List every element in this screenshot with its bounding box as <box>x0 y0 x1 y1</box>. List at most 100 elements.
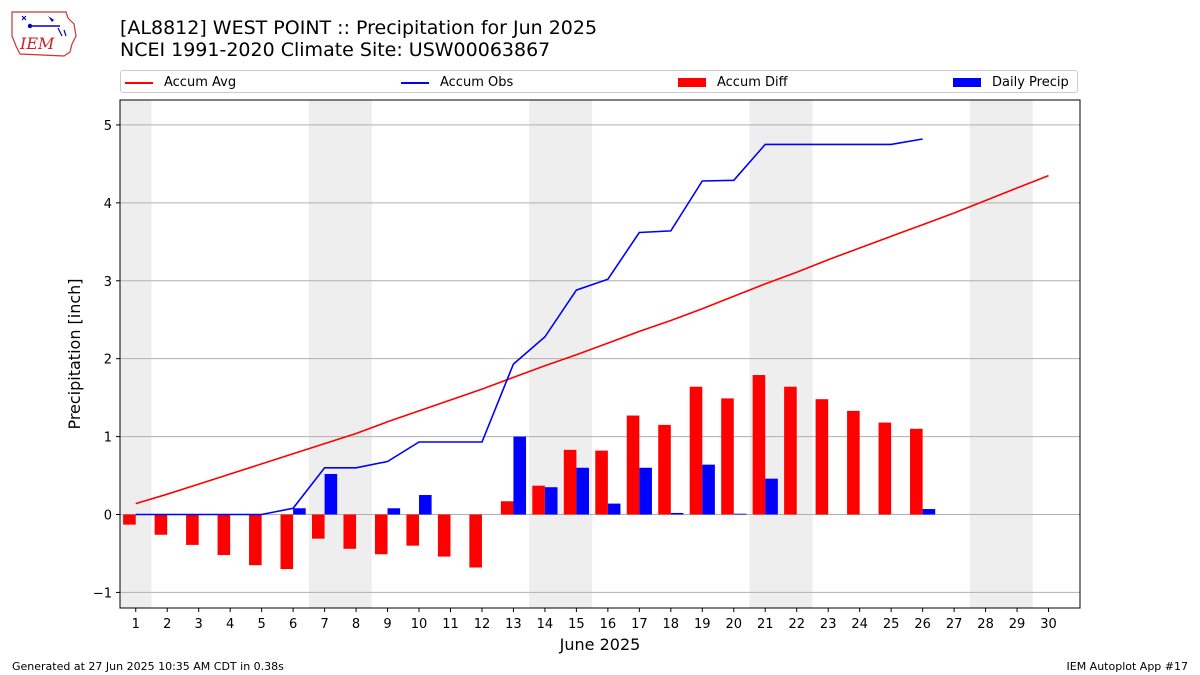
accum-diff-bar <box>280 514 294 570</box>
x-tick-label: 24 <box>851 617 868 632</box>
accum-diff-bar <box>878 422 892 515</box>
accum-diff-bar <box>500 501 514 515</box>
accum-diff-bar <box>752 375 766 515</box>
daily-precip-bar <box>733 513 747 515</box>
x-tick-label: 6 <box>289 617 297 632</box>
logo-text: IEM <box>19 34 55 53</box>
x-tick-label: 13 <box>505 617 522 632</box>
x-tick-label: 16 <box>600 617 617 632</box>
x-tick-label: 20 <box>725 617 742 632</box>
y-tick-label: 4 <box>104 197 112 212</box>
legend-label: Accum Avg <box>164 75 237 90</box>
x-tick-label: 28 <box>977 617 994 632</box>
daily-precip-bar <box>419 495 432 515</box>
x-tick-label: 21 <box>757 617 774 632</box>
legend-swatch <box>125 81 153 84</box>
accum-diff-bar <box>689 386 703 515</box>
x-tick-label: 1 <box>132 617 140 632</box>
accum-diff-bar <box>469 514 482 568</box>
weekend-shade <box>749 100 813 608</box>
chart-subtitle: NCEI 1991-2020 Climate Site: USW00063867 <box>120 39 551 61</box>
accum-diff-bar <box>374 514 388 555</box>
x-tick-label: 10 <box>411 617 428 632</box>
legend-item-accum-obs: Accum Obs <box>401 71 513 94</box>
x-tick-label: 23 <box>820 617 837 632</box>
accum-diff-bar <box>406 514 420 546</box>
x-tick-label: 15 <box>568 617 585 632</box>
daily-precip-bar <box>513 436 527 515</box>
weekend-shade <box>969 100 1033 608</box>
daily-precip-bar <box>576 467 589 515</box>
legend-label: Accum Diff <box>717 75 788 90</box>
accum-diff-bar <box>910 428 923 515</box>
x-tick-label: 30 <box>1040 617 1057 632</box>
daily-precip-bar <box>639 467 652 515</box>
x-tick-label: 3 <box>195 617 203 632</box>
y-tick-label: 0 <box>104 509 112 524</box>
legend-item-accum-avg: Accum Avg <box>125 71 236 94</box>
daily-precip-bar <box>607 503 621 515</box>
chart-legend: Accum Avg Accum Obs Accum Diff Daily Pre… <box>120 70 1078 93</box>
weekend-shade <box>120 100 152 608</box>
x-tick-label: 17 <box>631 617 648 632</box>
x-tick-label: 2 <box>163 617 171 632</box>
accum-diff-bar <box>626 415 640 515</box>
accum-diff-bar <box>123 514 136 525</box>
legend-swatch <box>953 78 981 87</box>
daily-precip-bar <box>922 509 936 515</box>
generated-footer: Generated at 27 Jun 2025 10:35 AM CDT in… <box>12 660 284 673</box>
accum-diff-bar <box>847 410 860 515</box>
legend-item-daily-precip: Daily Precip <box>953 71 1069 94</box>
accum-diff-bar <box>563 449 577 515</box>
x-tick-label: 19 <box>694 617 711 632</box>
x-tick-label: 27 <box>946 617 963 632</box>
x-tick-label: 9 <box>383 617 391 632</box>
accum-diff-bar <box>249 514 262 566</box>
legend-label: Daily Precip <box>992 75 1069 90</box>
x-tick-label: 22 <box>788 617 805 632</box>
y-tick-label: 1 <box>104 431 112 446</box>
accum-diff-bar <box>595 450 608 515</box>
legend-swatch <box>678 78 706 87</box>
daily-precip-bar <box>670 512 684 515</box>
accum-diff-bar <box>186 514 199 545</box>
daily-precip-bar <box>544 487 558 515</box>
x-tick-label: 11 <box>442 617 459 632</box>
daily-precip-bar <box>387 508 401 515</box>
daily-precip-bar <box>702 464 715 515</box>
x-tick-label: 29 <box>1009 617 1026 632</box>
accum-avg-line <box>135 174 1049 505</box>
iem-logo: IEM <box>11 11 77 57</box>
accum-diff-bar <box>784 386 797 515</box>
plot-frame <box>119 99 1081 609</box>
daily-precip-bar <box>765 478 778 515</box>
accum-diff-bar <box>658 424 671 515</box>
accum-diff-bar <box>154 514 168 535</box>
y-tick-label: −1 <box>93 586 112 601</box>
accum-diff-bar <box>343 514 357 549</box>
x-tick-label: 8 <box>352 617 360 632</box>
legend-item-accum-diff: Accum Diff <box>678 71 788 94</box>
chart-title: [AL8812] WEST POINT :: Precipitation for… <box>120 17 598 39</box>
y-axis-label: Precipitation [inch] <box>65 278 84 429</box>
x-tick-label: 26 <box>914 617 931 632</box>
x-axis-label: June 2025 <box>559 635 641 654</box>
x-tick-label: 7 <box>320 617 328 632</box>
y-tick-label: 2 <box>104 353 112 368</box>
y-tick-label: 3 <box>104 275 112 290</box>
legend-swatch <box>401 81 429 84</box>
legend-label: Accum Obs <box>440 75 514 90</box>
x-tick-label: 18 <box>663 617 680 632</box>
app-footer: IEM Autoplot App #17 <box>1066 660 1189 673</box>
x-tick-label: 12 <box>474 617 491 632</box>
daily-precip-bar <box>293 508 306 515</box>
x-tick-label: 14 <box>537 617 554 632</box>
weekend-shade <box>529 100 593 608</box>
accum-diff-bar <box>437 514 451 557</box>
accum-diff-bar <box>532 485 545 515</box>
accum-diff-bar <box>312 514 325 539</box>
accum-obs-line <box>135 138 923 516</box>
x-tick-label: 25 <box>883 617 900 632</box>
daily-precip-bar <box>324 473 338 515</box>
